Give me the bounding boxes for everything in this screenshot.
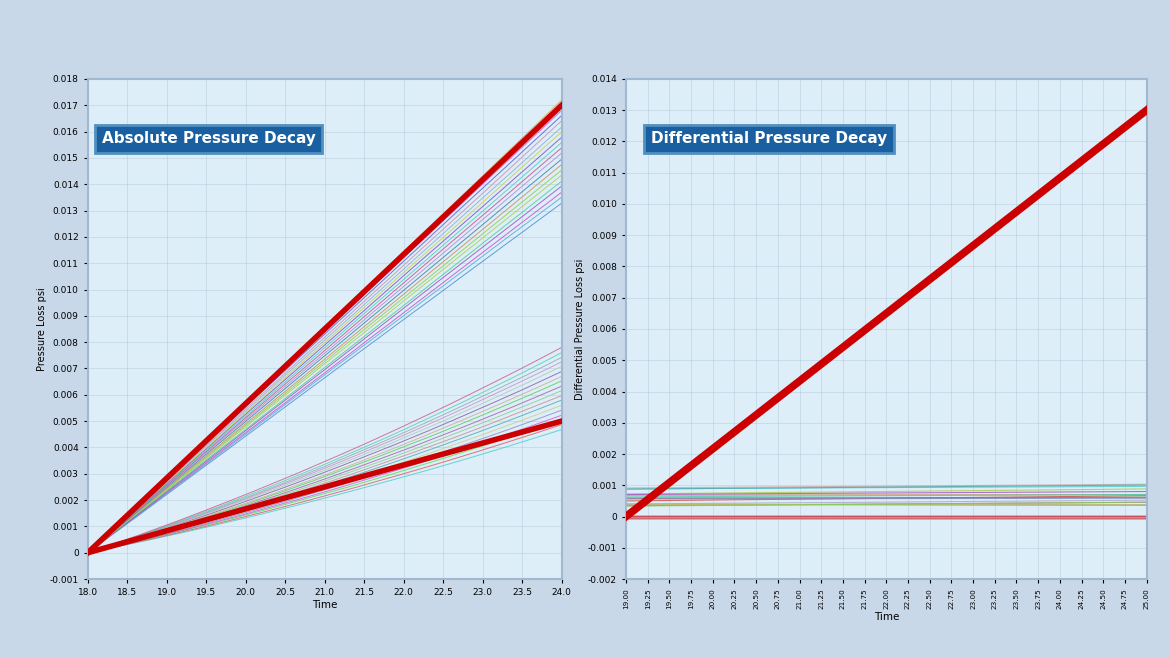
X-axis label: Time: Time — [874, 611, 899, 622]
Text: Differential Pressure Decay: Differential Pressure Decay — [651, 132, 887, 147]
X-axis label: Time: Time — [312, 600, 337, 610]
Text: Absolute Pressure Decay: Absolute Pressure Decay — [102, 132, 316, 147]
Y-axis label: Pressure Loss psi: Pressure Loss psi — [36, 287, 47, 371]
Y-axis label: Differential Pressure Loss psi: Differential Pressure Loss psi — [574, 259, 585, 399]
